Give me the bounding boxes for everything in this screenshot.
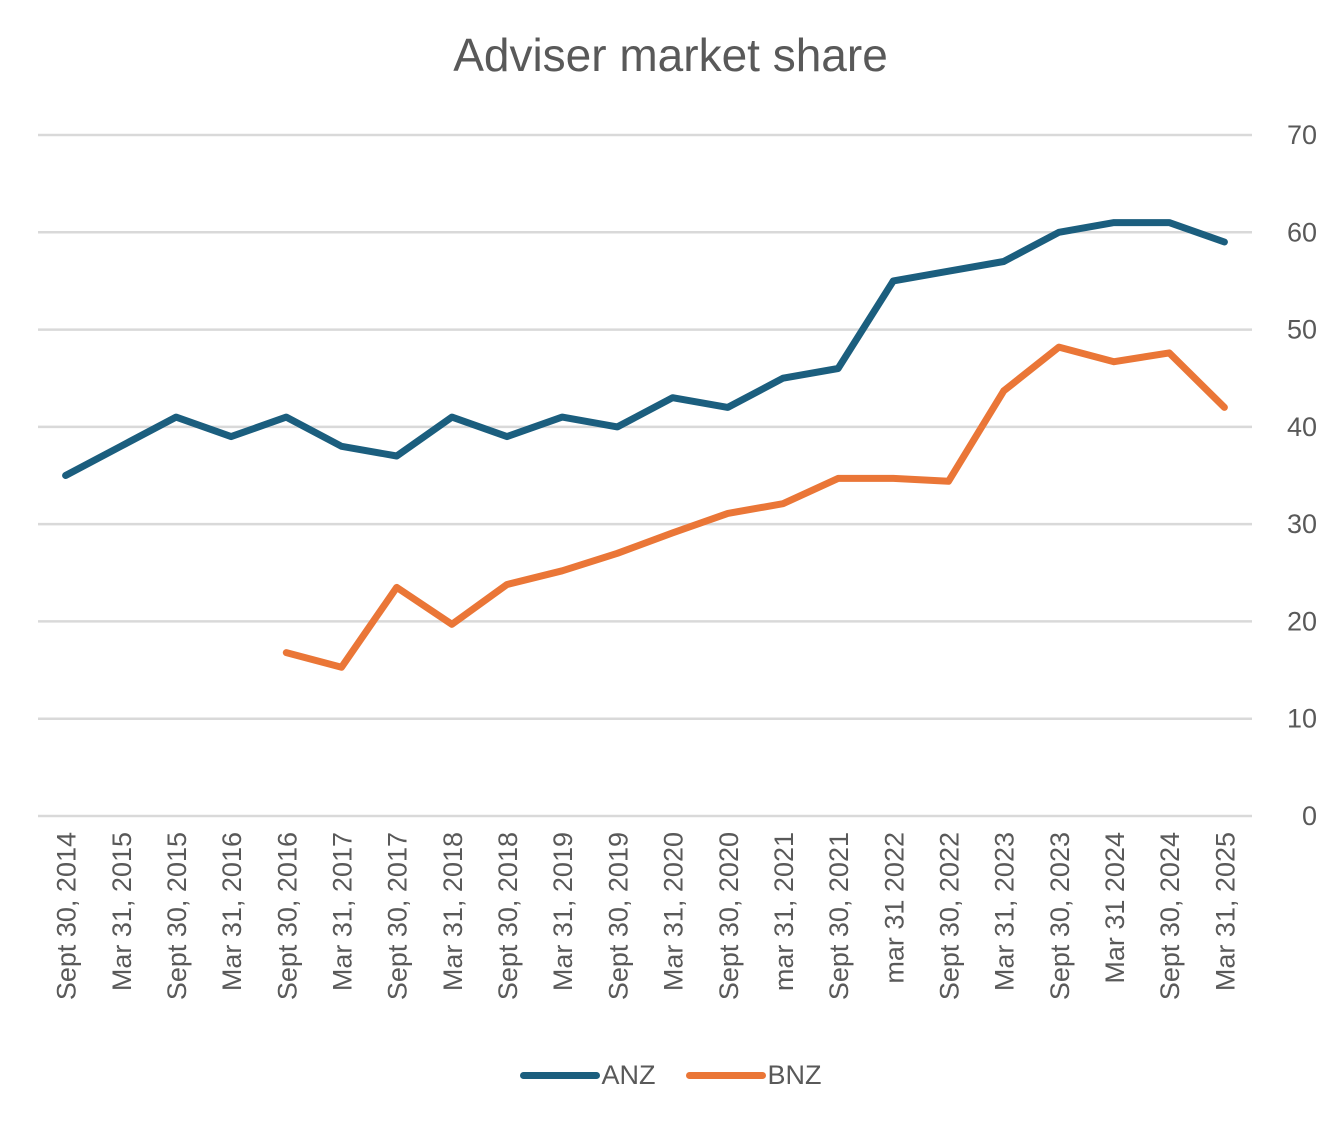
- legend-label-bnz: BNZ: [767, 1060, 822, 1090]
- x-tick-label: Sept 30, 2018: [493, 832, 523, 1000]
- x-tick-label: Sept 30, 2023: [1045, 832, 1075, 1000]
- y-tick-label: 30: [1287, 509, 1317, 539]
- x-tick-label: Mar 31, 2020: [659, 832, 689, 991]
- x-tick-label: Sept 30, 2019: [603, 832, 633, 1000]
- legend-line-anz: [519, 1072, 600, 1079]
- x-tick-label: Sept 30, 2020: [714, 832, 744, 1000]
- x-tick-label: Mar 31, 2025: [1210, 832, 1240, 991]
- x-tick-label: mar 31, 2021: [769, 832, 799, 991]
- x-tick-label: Sept 30, 2022: [935, 832, 965, 1000]
- y-tick-label: 60: [1287, 217, 1317, 247]
- x-tick-label: Sept 30, 2016: [272, 832, 302, 1000]
- series-line-anz: [62, 219, 1228, 479]
- series-lines: [62, 219, 1228, 671]
- x-axis-labels: Sept 30, 2014 Mar 31, 2015 Sept 30, 2015 Ma…: [52, 832, 1241, 1000]
- y-tick-label: 50: [1287, 315, 1317, 345]
- x-tick-label: Mar 31, 2019: [548, 832, 578, 991]
- legend-line-bnz: [685, 1072, 766, 1079]
- y-tick-label: 40: [1287, 412, 1317, 442]
- x-tick-label: Sept 30, 2024: [1155, 832, 1185, 1000]
- y-tick-label: 0: [1302, 801, 1317, 831]
- x-tick-label: Mar 31, 2016: [217, 832, 247, 991]
- legend-item-bnz: BNZ: [685, 1060, 822, 1091]
- x-tick-label: Sept 30, 2021: [824, 832, 854, 1000]
- gridlines: [38, 133, 1252, 818]
- y-tick-label: 20: [1287, 606, 1317, 636]
- chart-title: Adviser market share: [453, 29, 888, 81]
- y-tick-label: 70: [1287, 120, 1317, 150]
- x-tick-label: Mar 31 2024: [1100, 832, 1130, 984]
- x-tick-label: Sept 30, 2015: [162, 832, 192, 1000]
- x-tick-label: Mar 31, 2017: [328, 832, 358, 991]
- legend-label-anz: ANZ: [601, 1060, 656, 1090]
- x-tick-label: mar 31 2022: [879, 832, 909, 984]
- x-tick-label: Sept 30, 2017: [383, 832, 413, 1000]
- legend-item-anz: ANZ: [519, 1060, 656, 1091]
- x-tick-label: Mar 31, 2023: [990, 832, 1020, 991]
- x-tick-label: Sept 30, 2014: [52, 832, 82, 1000]
- x-tick-label: Mar 31, 2015: [107, 832, 137, 991]
- series-line-bnz: [282, 343, 1228, 671]
- y-tick-label: 10: [1287, 704, 1317, 734]
- legend: ANZ BNZ: [0, 1060, 1333, 1091]
- x-tick-label: Mar 31, 2018: [438, 832, 468, 991]
- y-axis-ticks: 0 10 20 30 40 50 60 70: [1287, 120, 1317, 831]
